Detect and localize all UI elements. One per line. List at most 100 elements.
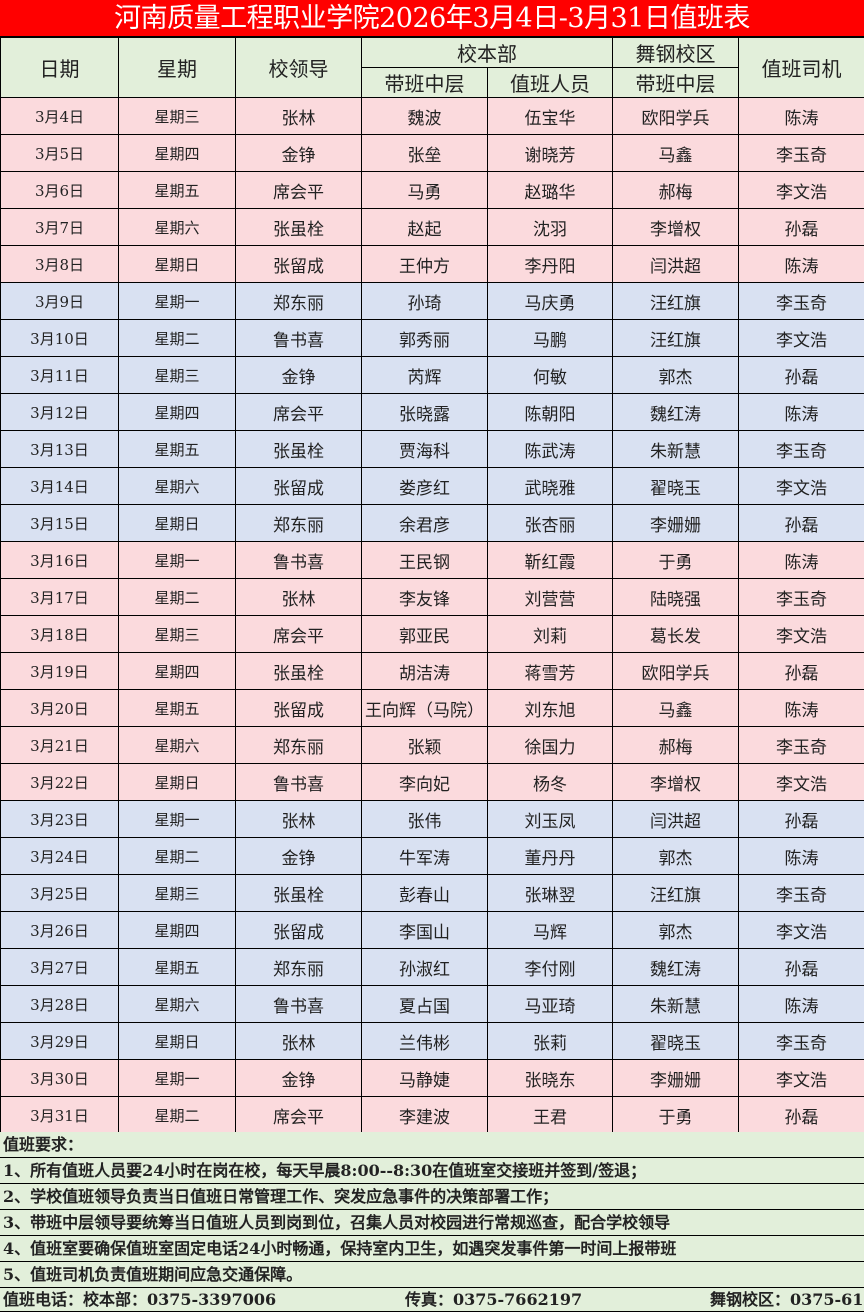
driver-cell: 李玉奇 xyxy=(738,430,864,468)
date-cell: 3月21日 xyxy=(0,726,119,764)
table-row: 3月31日 星期二 席会平 李建波 王君 于勇 孙磊 xyxy=(0,1096,864,1134)
leader-cell: 张虽栓 xyxy=(235,208,362,246)
weekday-cell: 星期一 xyxy=(118,800,236,838)
leader-cell: 郑东丽 xyxy=(235,504,362,542)
weekday-cell: 星期五 xyxy=(118,689,236,727)
main-staff-cell: 马辉 xyxy=(487,911,613,949)
date-cell: 3月7日 xyxy=(0,208,119,246)
driver-cell: 李文浩 xyxy=(738,615,864,653)
table-row: 3月30日 星期一 金铮 马静婕 张晓东 李姗姗 李文浩 xyxy=(0,1059,864,1097)
contact-wugang: 舞钢校区：0375-61 xyxy=(710,1290,864,1309)
driver-cell: 陈涛 xyxy=(738,245,864,283)
main-mid-cell: 娄彦红 xyxy=(361,467,488,505)
table-row: 3月26日 星期四 张留成 李国山 马辉 郭杰 李文浩 xyxy=(0,911,864,949)
date-cell: 3月6日 xyxy=(0,171,119,209)
date-cell: 3月20日 xyxy=(0,689,119,727)
date-cell: 3月13日 xyxy=(0,430,119,468)
main-staff-cell: 李丹阳 xyxy=(487,245,613,283)
table-row: 3月22日 星期日 鲁书喜 李向妃 杨冬 李增权 李文浩 xyxy=(0,763,864,801)
main-staff-cell: 伍宝华 xyxy=(487,97,613,135)
date-cell: 3月18日 xyxy=(0,615,119,653)
contact-main: 值班电话：校本部：0375-3397006 xyxy=(3,1290,277,1309)
date-cell: 3月22日 xyxy=(0,763,119,801)
wugang-mid-cell: 翟晓玉 xyxy=(612,467,739,505)
leader-cell: 金铮 xyxy=(235,1059,362,1097)
leader-cell: 张虽栓 xyxy=(235,874,362,912)
requirements-heading: 值班要求： xyxy=(0,1132,864,1158)
main-staff-cell: 马亚琦 xyxy=(487,985,613,1023)
driver-cell: 李玉奇 xyxy=(738,134,864,172)
driver-cell: 孙磊 xyxy=(738,800,864,838)
leader-cell: 张林 xyxy=(235,97,362,135)
main-mid-cell: 李建波 xyxy=(361,1096,488,1134)
main-mid-cell: 张伟 xyxy=(361,800,488,838)
leader-cell: 席会平 xyxy=(235,393,362,431)
table-row: 3月23日 星期一 张林 张伟 刘玉凤 闫洪超 孙磊 xyxy=(0,800,864,838)
weekday-cell: 星期六 xyxy=(118,726,236,764)
wugang-mid-cell: 于勇 xyxy=(612,541,739,579)
date-cell: 3月24日 xyxy=(0,837,119,875)
main-mid-cell: 魏波 xyxy=(361,97,488,135)
leader-cell: 张留成 xyxy=(235,245,362,283)
weekday-cell: 星期一 xyxy=(118,282,236,320)
date-cell: 3月8日 xyxy=(0,245,119,283)
wugang-mid-cell: 葛长发 xyxy=(612,615,739,653)
table-row: 3月6日 星期五 席会平 马勇 赵璐华 郝梅 李文浩 xyxy=(0,171,864,209)
wugang-mid-cell: 闫洪超 xyxy=(612,800,739,838)
main-mid-cell: 马静婕 xyxy=(361,1059,488,1097)
driver-cell: 孙磊 xyxy=(738,948,864,986)
main-mid-cell: 郭亚民 xyxy=(361,615,488,653)
wugang-mid-cell: 李增权 xyxy=(612,208,739,246)
main-mid-cell: 郭秀丽 xyxy=(361,319,488,357)
wugang-mid-cell: 欧阳学兵 xyxy=(612,97,739,135)
wugang-mid-cell: 李姗姗 xyxy=(612,504,739,542)
weekday-cell: 星期六 xyxy=(118,208,236,246)
main-mid-cell: 贾海科 xyxy=(361,430,488,468)
main-staff-cell: 张晓东 xyxy=(487,1059,613,1097)
weekday-cell: 星期日 xyxy=(118,1022,236,1060)
weekday-cell: 星期三 xyxy=(118,356,236,394)
leader-cell: 鲁书喜 xyxy=(235,985,362,1023)
leader-cell: 鲁书喜 xyxy=(235,541,362,579)
driver-cell: 李文浩 xyxy=(738,171,864,209)
main-staff-cell: 马庆勇 xyxy=(487,282,613,320)
main-staff-cell: 刘东旭 xyxy=(487,689,613,727)
table-row: 3月25日 星期三 张虽栓 彭春山 张琳翌 汪红旗 李玉奇 xyxy=(0,874,864,912)
main-mid-cell: 赵起 xyxy=(361,208,488,246)
requirement-item: 2、学校值班领导负责当日值班日常管理工作、突发应急事件的决策部署工作； xyxy=(0,1184,864,1210)
leader-cell: 张林 xyxy=(235,578,362,616)
main-staff-cell: 蒋雪芳 xyxy=(487,652,613,690)
header-weekday: 星期 xyxy=(118,37,236,98)
main-mid-cell: 胡洁涛 xyxy=(361,652,488,690)
driver-cell: 陈涛 xyxy=(738,393,864,431)
header-wugang-campus: 舞钢校区 xyxy=(612,37,739,68)
weekday-cell: 星期三 xyxy=(118,615,236,653)
weekday-cell: 星期四 xyxy=(118,911,236,949)
driver-cell: 李文浩 xyxy=(738,911,864,949)
wugang-mid-cell: 郭杰 xyxy=(612,356,739,394)
weekday-cell: 星期三 xyxy=(118,97,236,135)
leader-cell: 张林 xyxy=(235,800,362,838)
wugang-mid-cell: 翟晓玉 xyxy=(612,1022,739,1060)
leader-cell: 席会平 xyxy=(235,615,362,653)
weekday-cell: 星期四 xyxy=(118,134,236,172)
date-cell: 3月28日 xyxy=(0,985,119,1023)
main-staff-cell: 张琳翌 xyxy=(487,874,613,912)
date-cell: 3月31日 xyxy=(0,1096,119,1134)
weekday-cell: 星期一 xyxy=(118,1059,236,1097)
date-cell: 3月25日 xyxy=(0,874,119,912)
main-mid-cell: 孙琦 xyxy=(361,282,488,320)
wugang-mid-cell: 汪红旗 xyxy=(612,319,739,357)
table-row: 3月11日 星期三 金铮 芮辉 何敏 郭杰 孙磊 xyxy=(0,356,864,394)
table-row: 3月9日 星期一 郑东丽 孙琦 马庆勇 汪红旗 李玉奇 xyxy=(0,282,864,320)
leader-cell: 张虽栓 xyxy=(235,652,362,690)
driver-cell: 孙磊 xyxy=(738,208,864,246)
header-main-mid: 带班中层 xyxy=(361,67,488,98)
driver-cell: 孙磊 xyxy=(738,356,864,394)
leader-cell: 鲁书喜 xyxy=(235,319,362,357)
page-title: 河南质量工程职业学院2026年3月4日-3月31日值班表 xyxy=(0,0,864,37)
driver-cell: 李文浩 xyxy=(738,763,864,801)
requirement-item: 5、值班司机负责值班期间应急交通保障。 xyxy=(0,1262,864,1288)
wugang-mid-cell: 朱新慧 xyxy=(612,430,739,468)
main-staff-cell: 谢晓芳 xyxy=(487,134,613,172)
